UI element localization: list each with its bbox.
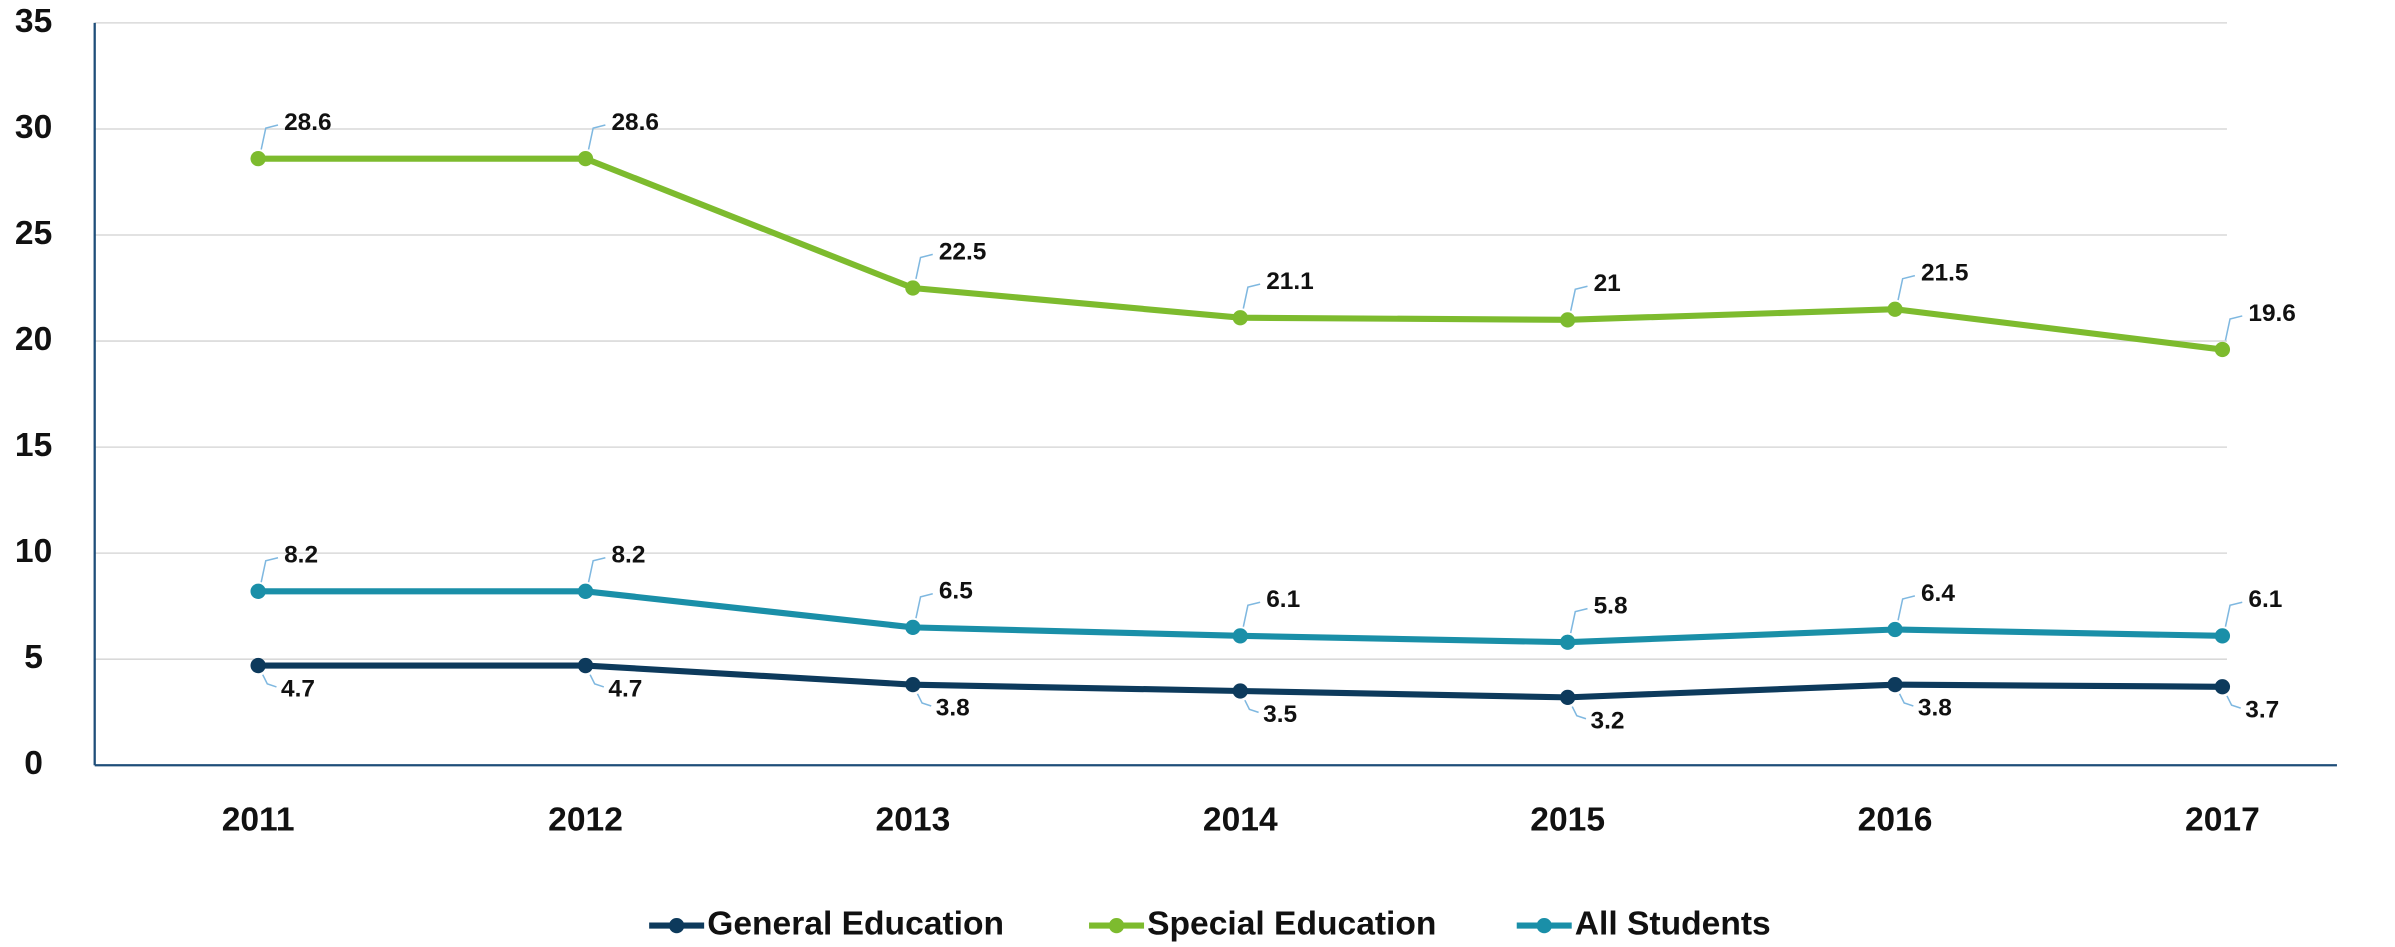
data-point <box>250 583 266 599</box>
data-label: 21 <box>1594 270 1621 297</box>
y-tick-label: 5 <box>24 639 43 676</box>
data-point <box>905 619 921 636</box>
data-point <box>577 657 594 674</box>
data-label: 3.8 <box>1918 695 1952 722</box>
data-point <box>1232 683 1248 699</box>
data-label: 3.8 <box>936 695 970 722</box>
data-label: 8.2 <box>284 542 318 569</box>
data-point <box>1560 634 1576 650</box>
leader-line <box>915 593 933 619</box>
legend-label: All Students <box>1575 905 1771 942</box>
data-label: 6.4 <box>1921 580 1955 607</box>
y-tick-label: 20 <box>15 321 52 358</box>
y-tick-label: 10 <box>15 533 52 570</box>
legend-marker <box>1108 917 1125 934</box>
leader-line <box>2224 315 2243 341</box>
leader-line <box>1242 283 1261 309</box>
x-tick-label: 2012 <box>548 802 623 839</box>
data-point <box>577 583 594 599</box>
data-point <box>905 280 921 296</box>
leader-line <box>1897 595 1916 621</box>
x-tick-label: 2017 <box>2185 802 2260 839</box>
data-label: 3.5 <box>1263 701 1297 728</box>
legend-marker <box>1536 917 1552 934</box>
y-tick-label: 25 <box>15 215 52 252</box>
data-point <box>250 151 266 167</box>
data-point <box>2214 341 2231 358</box>
data-label: 4.7 <box>281 675 315 702</box>
x-tick-label: 2011 <box>222 802 295 839</box>
data-label: 4.7 <box>608 675 642 702</box>
data-label: 21.1 <box>1266 268 1314 295</box>
leader-line <box>260 124 279 150</box>
data-point <box>577 151 594 167</box>
data-label: 8.2 <box>611 542 645 569</box>
legend-label: Special Education <box>1147 905 1436 942</box>
x-tick-label: 2015 <box>1530 802 1605 839</box>
y-tick-label: 15 <box>15 427 52 464</box>
leader-line <box>262 674 277 688</box>
data-point <box>1887 677 1903 693</box>
leader-line <box>1569 285 1588 311</box>
leader-line <box>1244 699 1259 714</box>
leader-line <box>916 693 932 707</box>
leader-line <box>587 556 606 583</box>
data-label: 6.1 <box>2248 586 2282 613</box>
data-point <box>1232 310 1248 326</box>
legend-label: General Education <box>707 905 1004 942</box>
data-point <box>250 657 266 674</box>
leader-line <box>1898 693 1914 707</box>
data-point <box>2214 679 2231 695</box>
data-point <box>905 677 921 693</box>
data-label: 19.6 <box>2248 300 2296 327</box>
data-label: 28.6 <box>284 109 332 136</box>
data-label: 22.5 <box>939 238 987 265</box>
y-tick-label: 35 <box>15 3 52 40</box>
data-point <box>1560 312 1576 328</box>
leader-line <box>589 674 605 688</box>
data-point <box>1232 628 1248 644</box>
data-point <box>1560 689 1576 706</box>
x-tick-label: 2016 <box>1858 802 1933 839</box>
data-point <box>1887 301 1903 317</box>
data-point <box>2214 628 2231 644</box>
data-point <box>1887 621 1903 638</box>
leader-line <box>915 253 933 280</box>
legend-marker <box>669 917 685 934</box>
data-label: 6.1 <box>1266 586 1300 613</box>
leader-line <box>587 124 606 150</box>
data-label: 28.6 <box>611 109 659 136</box>
data-label: 6.5 <box>939 578 973 605</box>
leader-line <box>1571 706 1587 720</box>
data-label: 3.2 <box>1591 707 1625 734</box>
data-label: 21.5 <box>1921 260 1969 287</box>
y-tick-label: 0 <box>24 745 43 782</box>
x-tick-label: 2013 <box>876 802 951 839</box>
leader-line <box>1569 607 1588 634</box>
leader-line <box>260 556 279 583</box>
x-tick-label: 2014 <box>1203 802 1278 839</box>
data-label: 5.8 <box>1594 593 1628 620</box>
leader-line <box>1897 274 1916 301</box>
leader-line <box>1242 601 1261 627</box>
y-tick-label: 30 <box>15 109 52 146</box>
leader-line <box>2226 695 2241 709</box>
data-label: 3.7 <box>2245 697 2279 724</box>
leader-line <box>2224 601 2243 627</box>
